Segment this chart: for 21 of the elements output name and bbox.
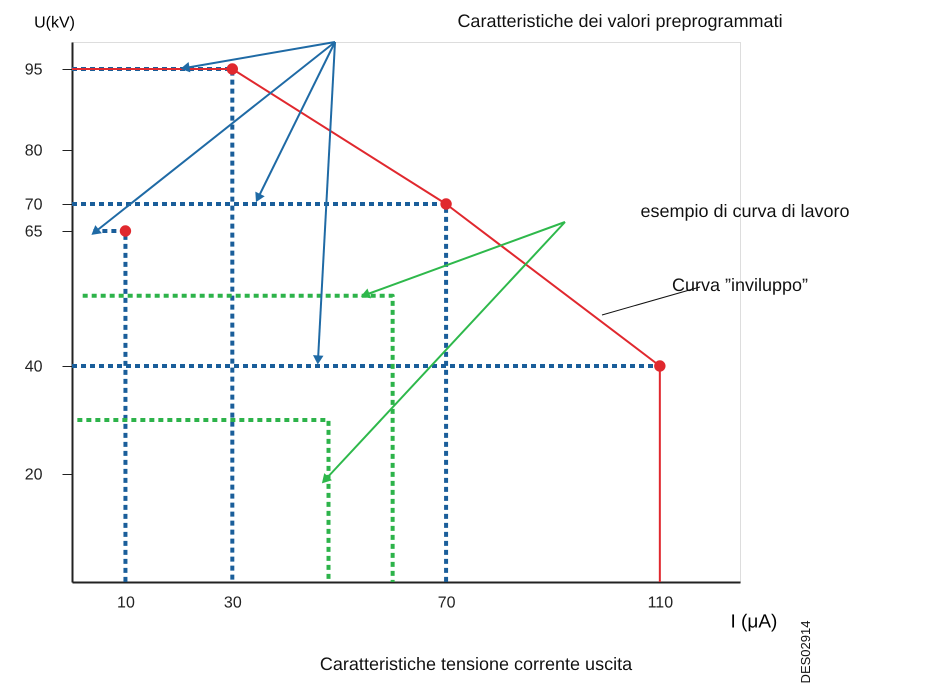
text: DES02914	[798, 620, 813, 684]
text: Caratteristiche tensione corrente uscita	[320, 654, 634, 674]
y-tick-label: 95	[24, 62, 43, 78]
point	[120, 225, 132, 237]
x-tick-label: 70	[438, 594, 456, 612]
point	[440, 198, 452, 210]
point	[654, 360, 666, 372]
x-axis-title: I (μA)	[730, 612, 778, 632]
y-tick-label: 70	[24, 196, 43, 214]
x-tick-label: 10	[117, 594, 135, 612]
y-tick-label: 65	[24, 224, 43, 240]
x-tick-label: 110	[648, 594, 674, 612]
y-tick-label: 40	[24, 358, 43, 376]
annotation: esempio di curva di lavoro	[640, 201, 850, 221]
y-axis-title: U(kV)	[34, 14, 75, 32]
y-tick-label: 20	[24, 466, 43, 484]
text: Caratteristiche dei valori preprogrammati	[457, 11, 783, 31]
y-tick-label: 80	[24, 142, 43, 160]
x-tick-label: 30	[224, 594, 242, 612]
point	[226, 63, 238, 75]
annotation: Curva ”inviluppo”	[672, 275, 808, 295]
